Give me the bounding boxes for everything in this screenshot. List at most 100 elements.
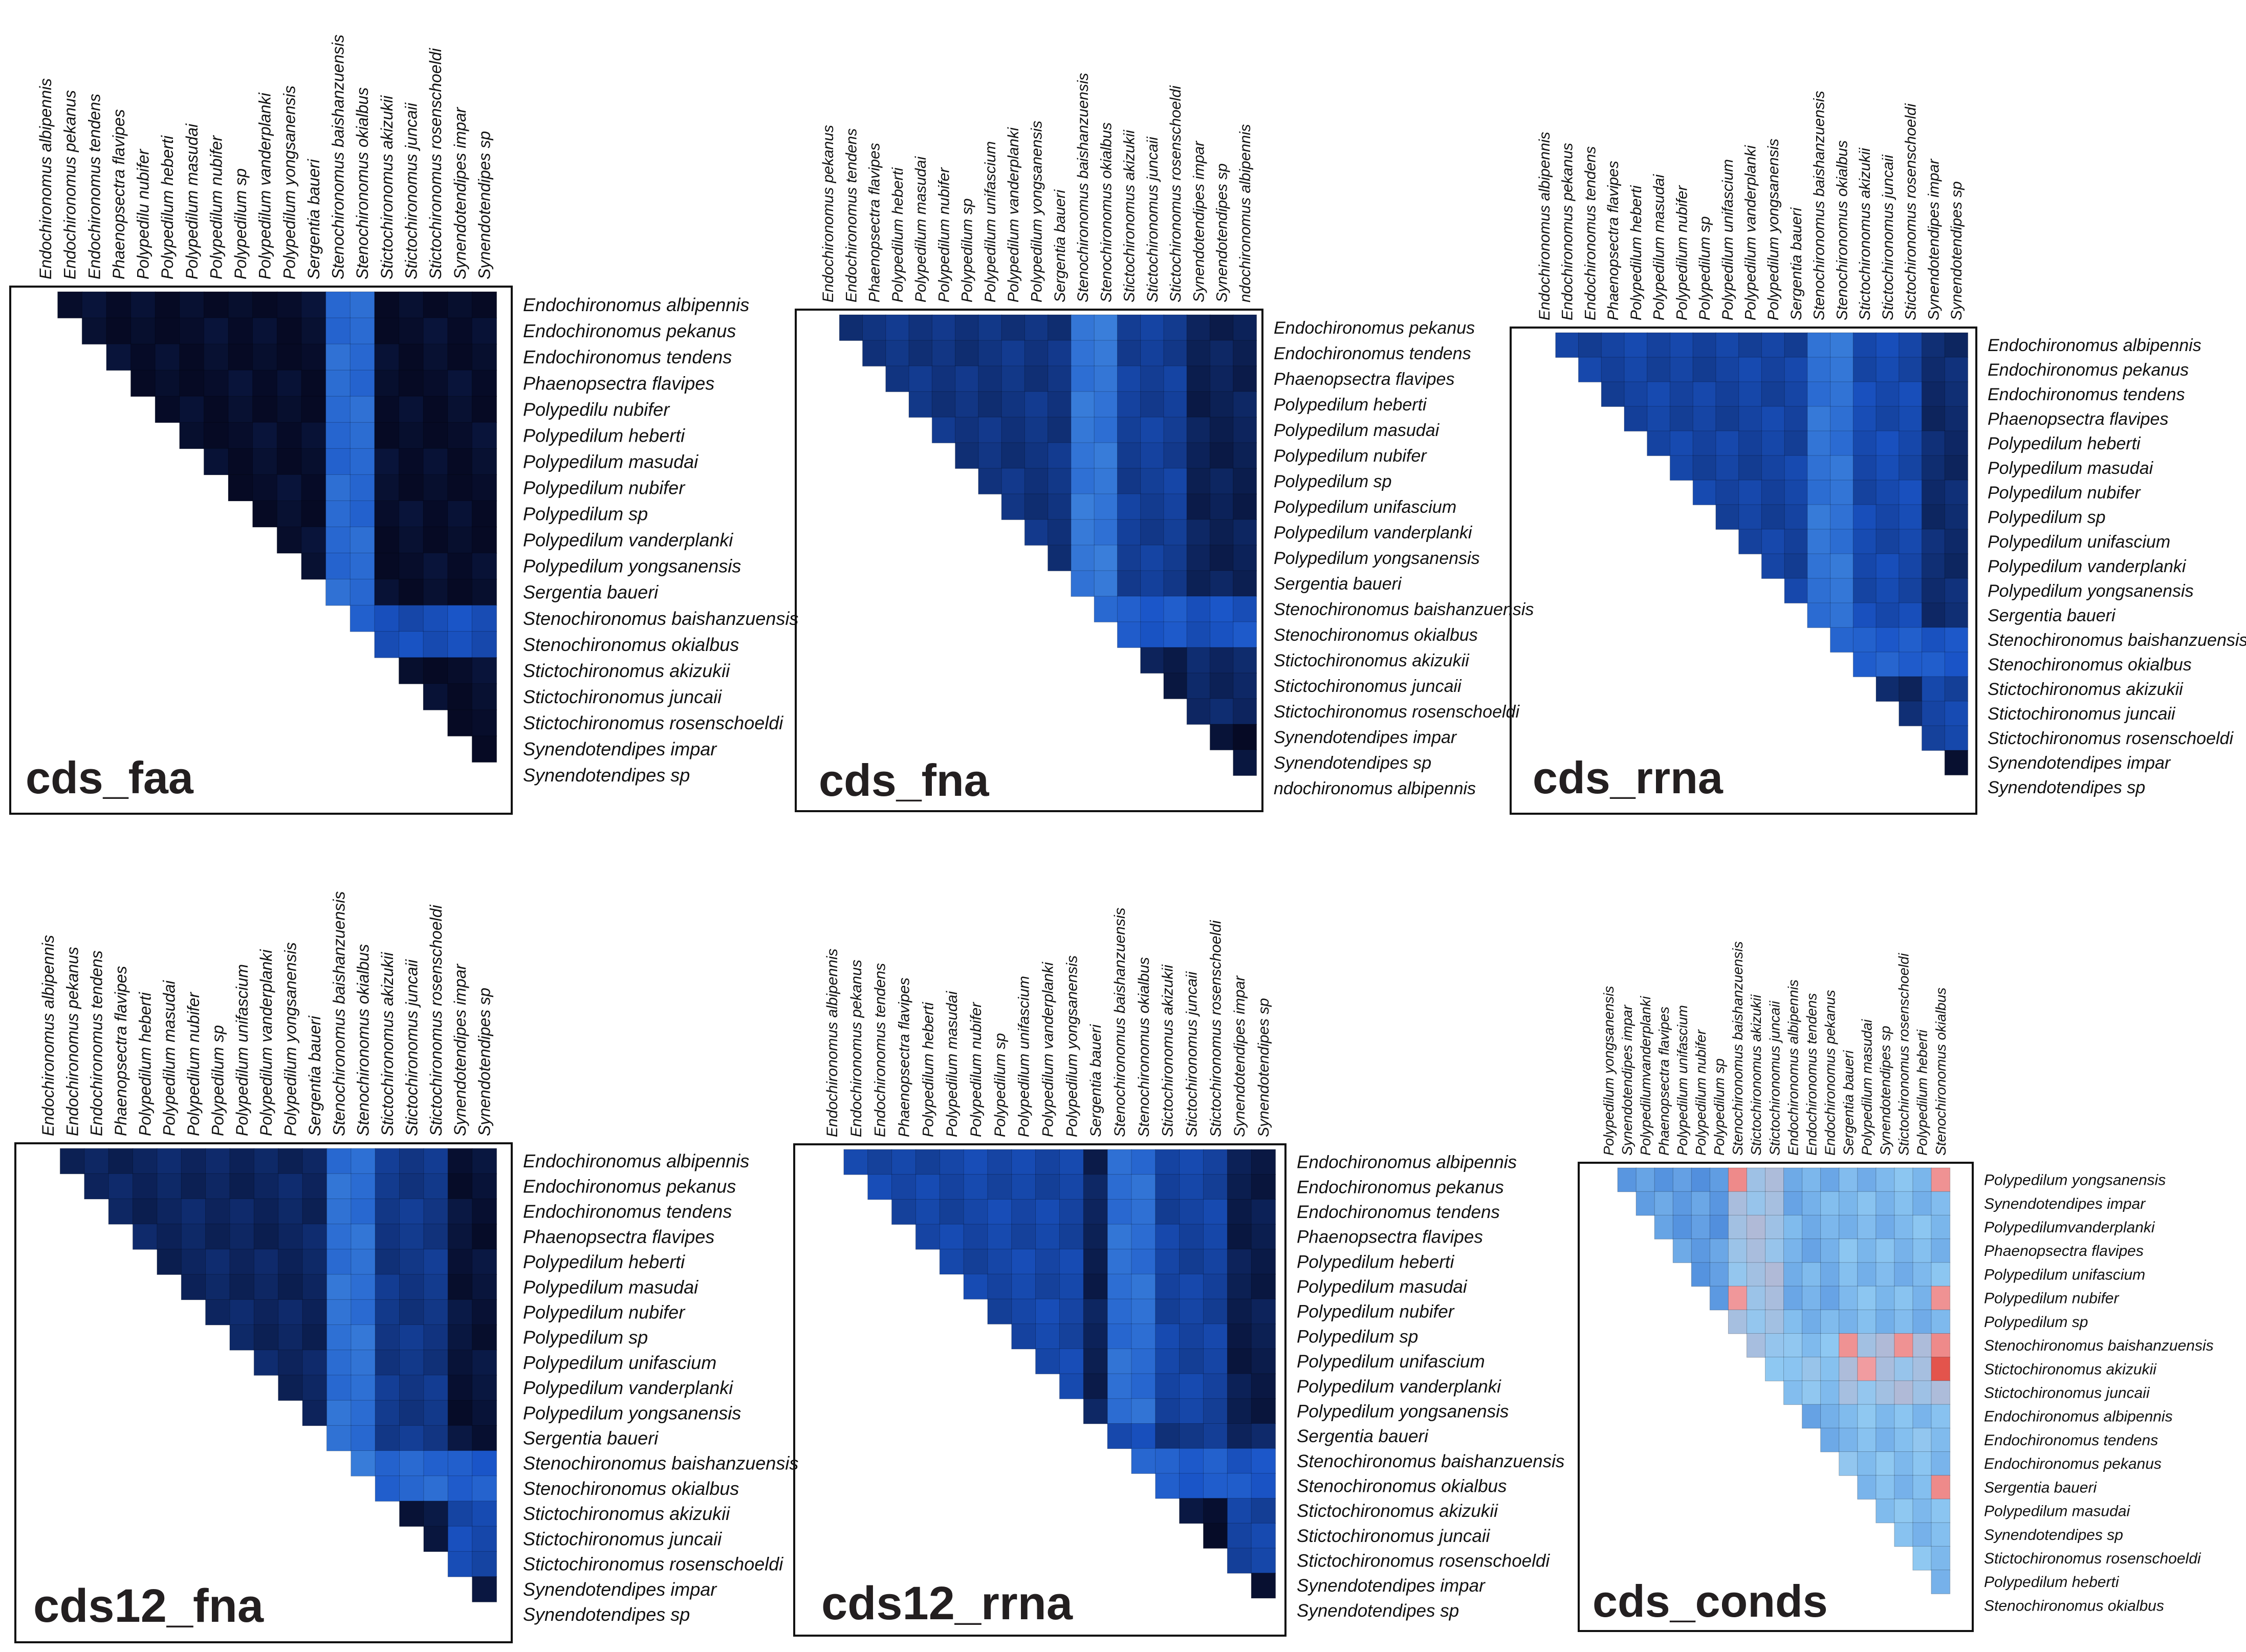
heatmap-cell-0-8: [1746, 1167, 1766, 1192]
heatmap-cells: [59, 1148, 497, 1602]
heatmap-cell-8-10: [1783, 1357, 1803, 1381]
heatmap-cell-8-9: [1024, 519, 1049, 546]
heatmap-cell-7-15: [1876, 1333, 1895, 1358]
heatmap-cell-16-17: [447, 1551, 473, 1577]
heatmap-cell-6-8: [1011, 1298, 1036, 1324]
heatmap-cell-9-18: [1944, 553, 1969, 579]
heatmap-cell-1-4: [132, 1173, 158, 1200]
heatmap-cell-2-12: [1807, 381, 1831, 407]
heatmap-cell-1-13: [1830, 357, 1854, 383]
heatmap-cell-11-18: [1233, 596, 1257, 623]
heatmap-cell-1-13: [1131, 1174, 1156, 1200]
column-label-endochironomus-tendens: Endochironomus tendens: [872, 963, 889, 1137]
heatmap-cell-5-13: [1830, 455, 1854, 481]
heatmap-cell-0-12: [326, 1148, 352, 1175]
column-label-synendotendipes-sp: Synendotendipes sp: [1878, 1026, 1893, 1156]
row-label-sergentia-baueri: Sergentia baueri: [1984, 1479, 2097, 1496]
heatmap-cell-3-4: [915, 1224, 941, 1250]
heatmap-cell-4-16: [1899, 430, 1923, 457]
heatmap-cell-10-18: [1233, 570, 1257, 597]
heatmap-cell-10-12: [1107, 1398, 1132, 1424]
heatmap-cell-6-11: [1802, 1309, 1821, 1334]
heatmap-cell-8-11: [1083, 1348, 1108, 1375]
column-label-stictochironomus-akizukii: Stictochironomus akizukii: [1160, 964, 1176, 1137]
column-label-sergentia-baueri: Sergentia baueri: [304, 159, 323, 279]
heatmap-cell-3-18: [1251, 1224, 1276, 1250]
heatmap-cell-8-13: [350, 500, 375, 528]
heatmap-cell-8-17: [1209, 519, 1234, 546]
heatmap-cell-1-6: [955, 340, 979, 367]
heatmap-cell-16-18: [1251, 1548, 1276, 1574]
heatmap-cell-4-17: [447, 1249, 473, 1275]
column-label-polypedilum-yongsanensis: Polypedilum yongsanensis: [1029, 121, 1045, 302]
chart-title: cds12_rrna: [821, 1577, 1073, 1629]
heatmap-cell-7-8: [1746, 1333, 1766, 1358]
heatmap-svg-cds12-fna: Endochironomus albipennis Endochironomus …: [14, 891, 798, 1643]
heatmap-cell-12-15: [1876, 1451, 1895, 1476]
heatmap-cell-0-5: [931, 314, 956, 341]
heatmap-cell-15-18: [1233, 698, 1257, 725]
heatmap-cell-1-8: [228, 317, 253, 345]
heatmap-cell-3-18: [1931, 1238, 1951, 1263]
heatmap-cell-14-18: [471, 657, 497, 684]
column-labels: Endochironomus albipennis Endochironomus …: [1536, 91, 1965, 320]
heatmap-cell-7-13: [350, 474, 375, 502]
heatmap-cell-6-7: [203, 448, 229, 475]
heatmap-cell-7-8: [1715, 504, 1739, 530]
heatmap-cell-6-11: [1071, 468, 1095, 495]
heatmap-cell-3-17: [447, 369, 473, 397]
heatmap-cell-4-14: [1140, 417, 1165, 444]
heatmap-cell-0-8: [1715, 332, 1739, 358]
heatmap-cell-3-10: [1761, 406, 1785, 432]
heatmap-cell-7-13: [1839, 1333, 1858, 1358]
heatmap-cell-14-17: [1227, 1498, 1252, 1524]
heatmap-cell-7-14: [1155, 1323, 1180, 1350]
heatmap-cell-10-14: [1852, 578, 1877, 604]
heatmap-cell-12-18: [1944, 627, 1969, 653]
heatmap-cell-15-18: [472, 1526, 497, 1552]
heatmap-cell-9-13: [1117, 545, 1141, 572]
heatmap-cell-9-17: [1227, 1373, 1252, 1399]
heatmap-cell-3-5: [155, 369, 180, 397]
heatmap-cell-12-14: [375, 1450, 400, 1476]
heatmap-cell-4-5: [1691, 1262, 1711, 1287]
row-label-sergentia-baueri: Sergentia baueri: [1988, 606, 2116, 625]
heatmap-cell-1-14: [1852, 357, 1877, 383]
heatmap-cell-8-16: [1894, 1357, 1913, 1381]
heatmap-cell-12-17: [1912, 1451, 1932, 1476]
heatmap-cell-0-11: [301, 291, 326, 319]
heatmap-cell-1-10: [276, 317, 302, 345]
heatmap-cell-11-13: [351, 1425, 376, 1451]
heatmap-cell-1-4: [130, 317, 156, 345]
heatmap-cell-9-13: [1131, 1373, 1156, 1399]
heatmap-cell-0-15: [399, 1148, 425, 1175]
heatmap-cell-2-7: [203, 343, 229, 371]
heatmap-panel-cds-faa: Endochironomus albipennis Endochironomus …: [0, 0, 798, 826]
heatmap-cell-11-16: [1203, 1423, 1228, 1449]
heatmap-cell-2-10: [1048, 365, 1072, 393]
heatmap-cell-15-18: [1931, 1522, 1951, 1547]
column-label-polypedilum-sp: Polypedilum sp: [209, 1025, 227, 1136]
column-label-synendotendipes-impar: Synendotendipes impar: [1619, 1004, 1635, 1156]
column-label-polypedilum-nubifer: Polypedilum nubifer: [935, 167, 952, 302]
heatmap-cell-2-16: [423, 343, 448, 371]
heatmap-cell-11-15: [1179, 1423, 1204, 1449]
column-label-stictochironomus-akizukii: Stictochironomus akizukii: [1857, 147, 1873, 320]
heatmap-cell-0-12: [325, 291, 351, 319]
heatmap-cell-5-7: [205, 1274, 231, 1300]
row-label-polypedilum-nubifer: Polypedilum nubifer: [1988, 483, 2141, 503]
heatmap-cell-0-13: [1839, 1167, 1858, 1192]
row-label-synendotendipes-impar: Synendotendipes impar: [1988, 753, 2171, 773]
heatmap-cell-2-12: [1094, 365, 1118, 393]
row-label-endochironomus-pekanus: Endochironomus pekanus: [1984, 1455, 2162, 1472]
heatmap-cell-6-7: [1728, 1309, 1748, 1334]
heatmap-cell-14-16: [1186, 672, 1211, 700]
heatmap-cell-0-12: [1107, 1149, 1132, 1175]
heatmap-cell-2-13: [350, 343, 375, 371]
heatmap-cell-9-13: [350, 526, 375, 554]
column-label-polypedilum-masudai: Polypedilum masudai: [912, 156, 929, 302]
heatmap-cell-7-8: [228, 474, 253, 502]
heatmap-cell-2-17: [447, 343, 473, 371]
column-label-stictochironomus-rosenschoeldi: Stictochironomus rosenschoeldi: [1903, 103, 1920, 320]
heatmap-panel-cds12-rrna: Endochironomus albipennis Endochironomus …: [783, 826, 1564, 1652]
